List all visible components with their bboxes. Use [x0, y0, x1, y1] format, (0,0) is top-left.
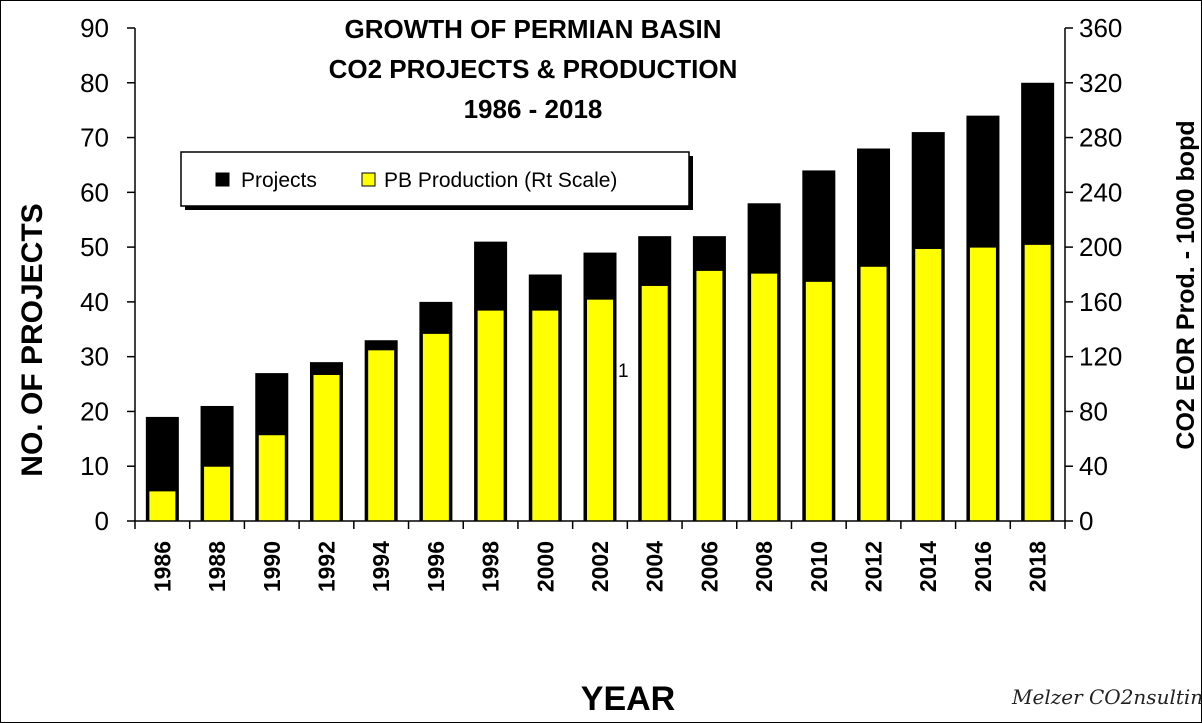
y-tick-label-right: 320: [1079, 68, 1122, 98]
bar-production-2012: [859, 265, 888, 522]
x-tick-label-2000: 2000: [532, 541, 558, 592]
y-tick-label-right: 160: [1079, 287, 1122, 317]
y-axis-label-right: CO2 EOR Prod. - 1000 bopd: [1172, 120, 1200, 449]
bar-production-2006: [695, 269, 724, 522]
x-tick-label-1986: 1986: [149, 541, 175, 592]
legend-label-projects: Projects: [241, 169, 317, 192]
bar-production-1988: [203, 465, 232, 522]
bar-production-1996: [421, 332, 450, 522]
y-tick-label-right: 80: [1079, 396, 1108, 426]
x-tick-label-2004: 2004: [642, 541, 668, 592]
bar-production-2016: [968, 246, 997, 522]
x-tick-label-2002: 2002: [587, 541, 613, 592]
watermark: Melzer CO2nsulting: [1011, 685, 1202, 709]
y-tick-label-right: 360: [1079, 13, 1122, 43]
x-tick-label-2008: 2008: [751, 541, 777, 592]
bar-production-2010: [804, 280, 833, 522]
bar-production-2002: [586, 298, 614, 522]
y-tick-label-right: 240: [1079, 177, 1122, 207]
chart-title-line-1: GROWTH OF PERMIAN BASIN: [345, 14, 722, 44]
y-tick-label-right: 0: [1079, 506, 1093, 536]
y-tick-label-left: 70: [80, 123, 109, 153]
x-tick-label-2018: 2018: [1025, 541, 1051, 592]
y-tick-label-right: 200: [1079, 232, 1122, 262]
y-tick-label-left: 0: [95, 506, 109, 536]
bar-production-2008: [750, 272, 779, 522]
y-tick-label-right: 120: [1079, 342, 1122, 372]
y-tick-label-left: 80: [80, 68, 109, 98]
x-tick-label-2014: 2014: [915, 541, 941, 592]
x-tick-label-1996: 1996: [423, 541, 449, 592]
x-tick-label-1992: 1992: [313, 541, 339, 592]
x-tick-label-2006: 2006: [696, 541, 722, 592]
bar-production-1998: [476, 309, 505, 522]
x-tick-label-1994: 1994: [368, 541, 394, 592]
chart-title-line-3: 1986 - 2018: [464, 94, 603, 124]
x-tick-label-1998: 1998: [478, 541, 504, 592]
bar-production-1986: [148, 490, 177, 522]
legend-swatch-production: [361, 172, 376, 187]
legend: Projects PB Production (Rt Scale): [180, 151, 693, 210]
x-tick-label-1990: 1990: [259, 541, 285, 592]
bar-production-2018: [1023, 243, 1052, 522]
bar-production-1990: [257, 434, 286, 522]
y-tick-label-left: 60: [80, 177, 109, 207]
chart-title-line-2: CO2 PROJECTS & PRODUCTION: [329, 54, 738, 84]
y-tick-label-right: 280: [1079, 123, 1122, 153]
bar-production-2004: [640, 284, 669, 522]
legend-label-production: PB Production (Rt Scale): [384, 169, 617, 192]
y-tick-label-left: 10: [80, 451, 109, 481]
x-tick-label-2016: 2016: [970, 541, 996, 592]
y-tick-label-right: 40: [1079, 451, 1108, 481]
x-axis-label: YEAR: [581, 680, 675, 718]
y-tick-label-left: 30: [80, 342, 109, 372]
y-tick-label-left: 40: [80, 287, 109, 317]
annotation-label: 1: [618, 361, 629, 382]
x-tick-label-2010: 2010: [806, 541, 832, 592]
x-tick-label-1988: 1988: [204, 541, 230, 592]
y-tick-label-left: 50: [80, 232, 109, 262]
bar-production-1994: [367, 349, 396, 522]
bar-production-2000: [531, 309, 560, 522]
y-tick-label-left: 90: [80, 13, 109, 43]
y-axis-label-left: NO. OF PROJECTS: [16, 203, 49, 476]
y-tick-label-left: 20: [80, 396, 109, 426]
bar-production-1992: [312, 373, 341, 522]
x-tick-label-2012: 2012: [861, 541, 887, 592]
legend-swatch-projects: [215, 172, 230, 187]
bar-production-2014: [914, 247, 943, 522]
